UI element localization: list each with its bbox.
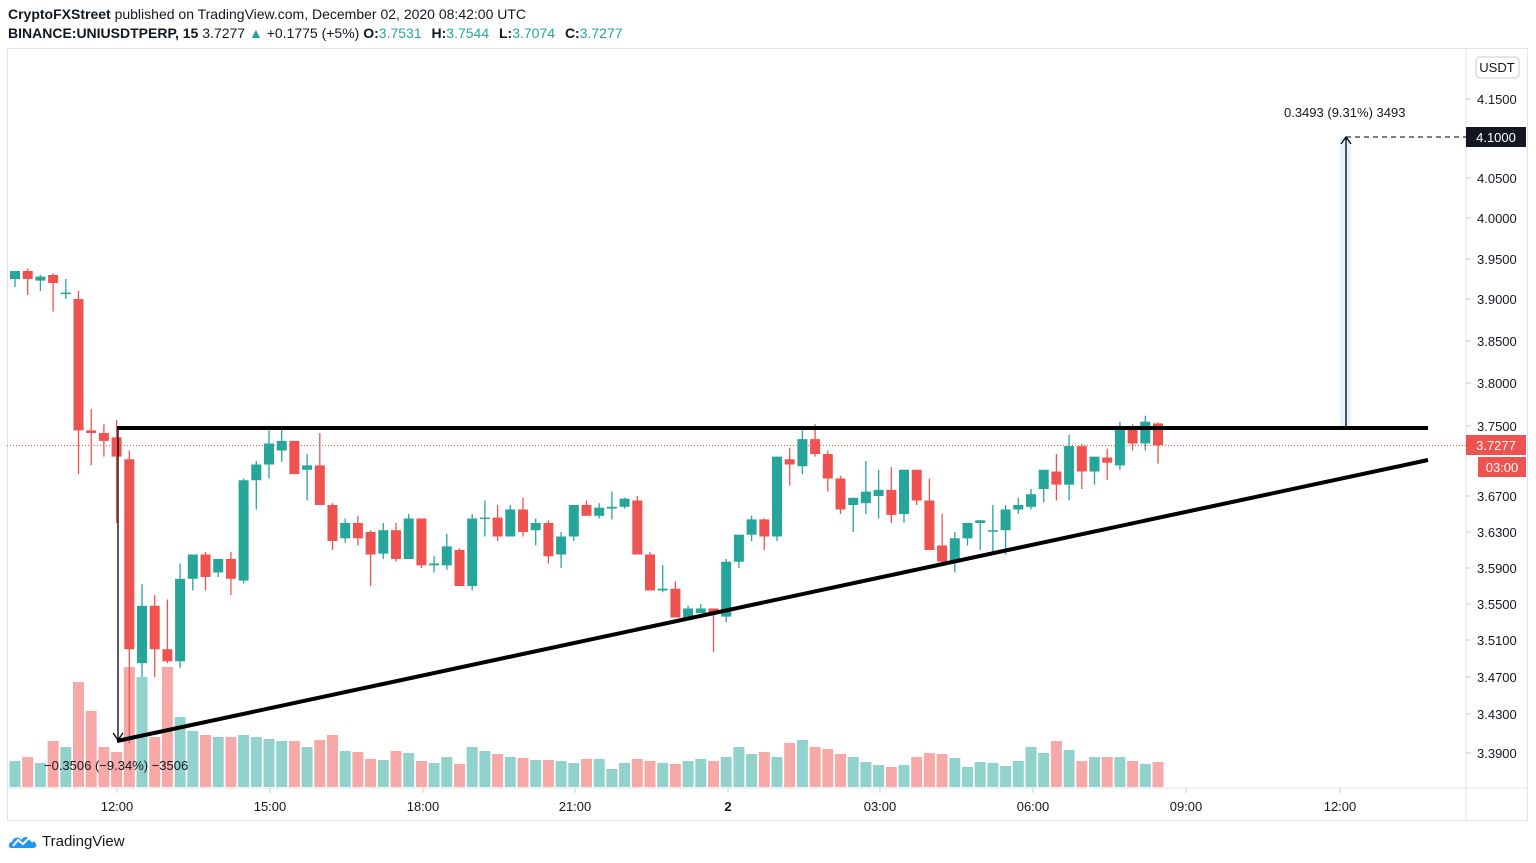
open-value: 3.7531 — [378, 25, 422, 41]
price-axis-labels[interactable]: 4.1500 4.1000 4.0500 4.0000 3.9500 3.9000 3.85… — [1477, 92, 1517, 761]
price-tick-label: 3.9500 — [1477, 252, 1517, 267]
time-tick-label: 15:00 — [254, 799, 287, 814]
price-tick-label: 3.8500 — [1477, 334, 1517, 349]
publish-text: published on TradingView.com, December 0… — [114, 6, 527, 22]
price-tick-label: 3.9000 — [1477, 292, 1517, 307]
price-tick-label: 4.0000 — [1477, 211, 1517, 226]
price-tick-label: 3.6300 — [1477, 525, 1517, 540]
price-tick-label: 3.7500 — [1477, 419, 1517, 434]
time-tick-label: 18:00 — [407, 799, 440, 814]
open-label: O: — [363, 25, 379, 41]
currency-button[interactable]: USDT — [1475, 56, 1520, 79]
time-tick-label: 21:00 — [559, 799, 592, 814]
bar-countdown: 03:00 — [1486, 460, 1519, 475]
time-tick-label: 06:00 — [1017, 799, 1050, 814]
high-label: H: — [431, 25, 447, 41]
publish-info: CryptoFXStreet published on TradingView.… — [8, 6, 526, 22]
tradingview-logo[interactable]: TradingView — [8, 832, 125, 850]
price-change: +0.1775 (+5%) — [266, 25, 360, 41]
price-tick-label: 4.0500 — [1477, 171, 1517, 186]
time-axis-labels[interactable]: 12:00 15:00 18:00 21:00 2 03:00 06:00 09:00 12:0… — [101, 799, 1357, 814]
support-trendline[interactable] — [116, 458, 1429, 743]
last-price: 3.7277 — [202, 25, 246, 41]
publisher-name[interactable]: CryptoFXStreet — [8, 6, 111, 22]
price-tick-label: 3.4300 — [1477, 707, 1517, 722]
price-tick-label: 4.1500 — [1477, 92, 1517, 107]
close-label: C: — [564, 25, 580, 41]
svg-text:4.1000: 4.1000 — [1476, 130, 1516, 145]
time-tick-label: 2 — [724, 799, 731, 814]
candles — [10, 268, 1163, 744]
time-tick-label: 09:00 — [1170, 799, 1203, 814]
low-label: L: — [499, 25, 513, 41]
symbol-name[interactable]: BINANCE:UNIUSDTPERP, 15 — [8, 25, 199, 41]
change-up-icon: ▲ — [248, 25, 263, 41]
svg-text:USDT: USDT — [1479, 60, 1514, 75]
close-value: 3.7277 — [579, 25, 623, 41]
price-tick-label: 3.5100 — [1477, 633, 1517, 648]
price-tick-label: 3.3900 — [1477, 746, 1517, 761]
upper-measure-label: 0.3493 (9.31%) 3493 — [1284, 105, 1405, 120]
high-value: 3.7544 — [446, 25, 490, 41]
svg-text:3.7277: 3.7277 — [1476, 438, 1516, 453]
price-tick-label: 3.4700 — [1477, 670, 1517, 685]
time-tick-label: 12:00 — [1324, 799, 1357, 814]
volume-bars — [9, 667, 1164, 787]
measure-tool-up[interactable] — [1340, 135, 1466, 428]
current-price-tag: 3.7277 03:00 — [1466, 435, 1526, 477]
symbol-legend: BINANCE:UNIUSDTPERP, 15 3.7277 ▲ +0.1775… — [8, 25, 629, 41]
time-tick-label: 03:00 — [864, 799, 897, 814]
price-tick-label: 3.8000 — [1477, 376, 1517, 391]
chart-frame — [7, 48, 1528, 821]
measure-tool-down[interactable] — [112, 428, 124, 742]
axis-ticks — [116, 98, 1471, 793]
target-price-tag: 4.1000 — [1466, 127, 1526, 147]
tradingview-cloud-icon — [8, 836, 37, 848]
lower-measure-label: −0.3506 (−9.34%) −3506 — [44, 758, 188, 773]
price-tick-label: 3.6700 — [1477, 489, 1517, 504]
time-tick-label: 12:00 — [101, 799, 134, 814]
price-tick-label: 3.5900 — [1477, 561, 1517, 576]
price-tick-label: 3.5500 — [1477, 597, 1517, 612]
low-value: 3.7074 — [512, 25, 556, 41]
brand-name: TradingView — [42, 832, 125, 850]
